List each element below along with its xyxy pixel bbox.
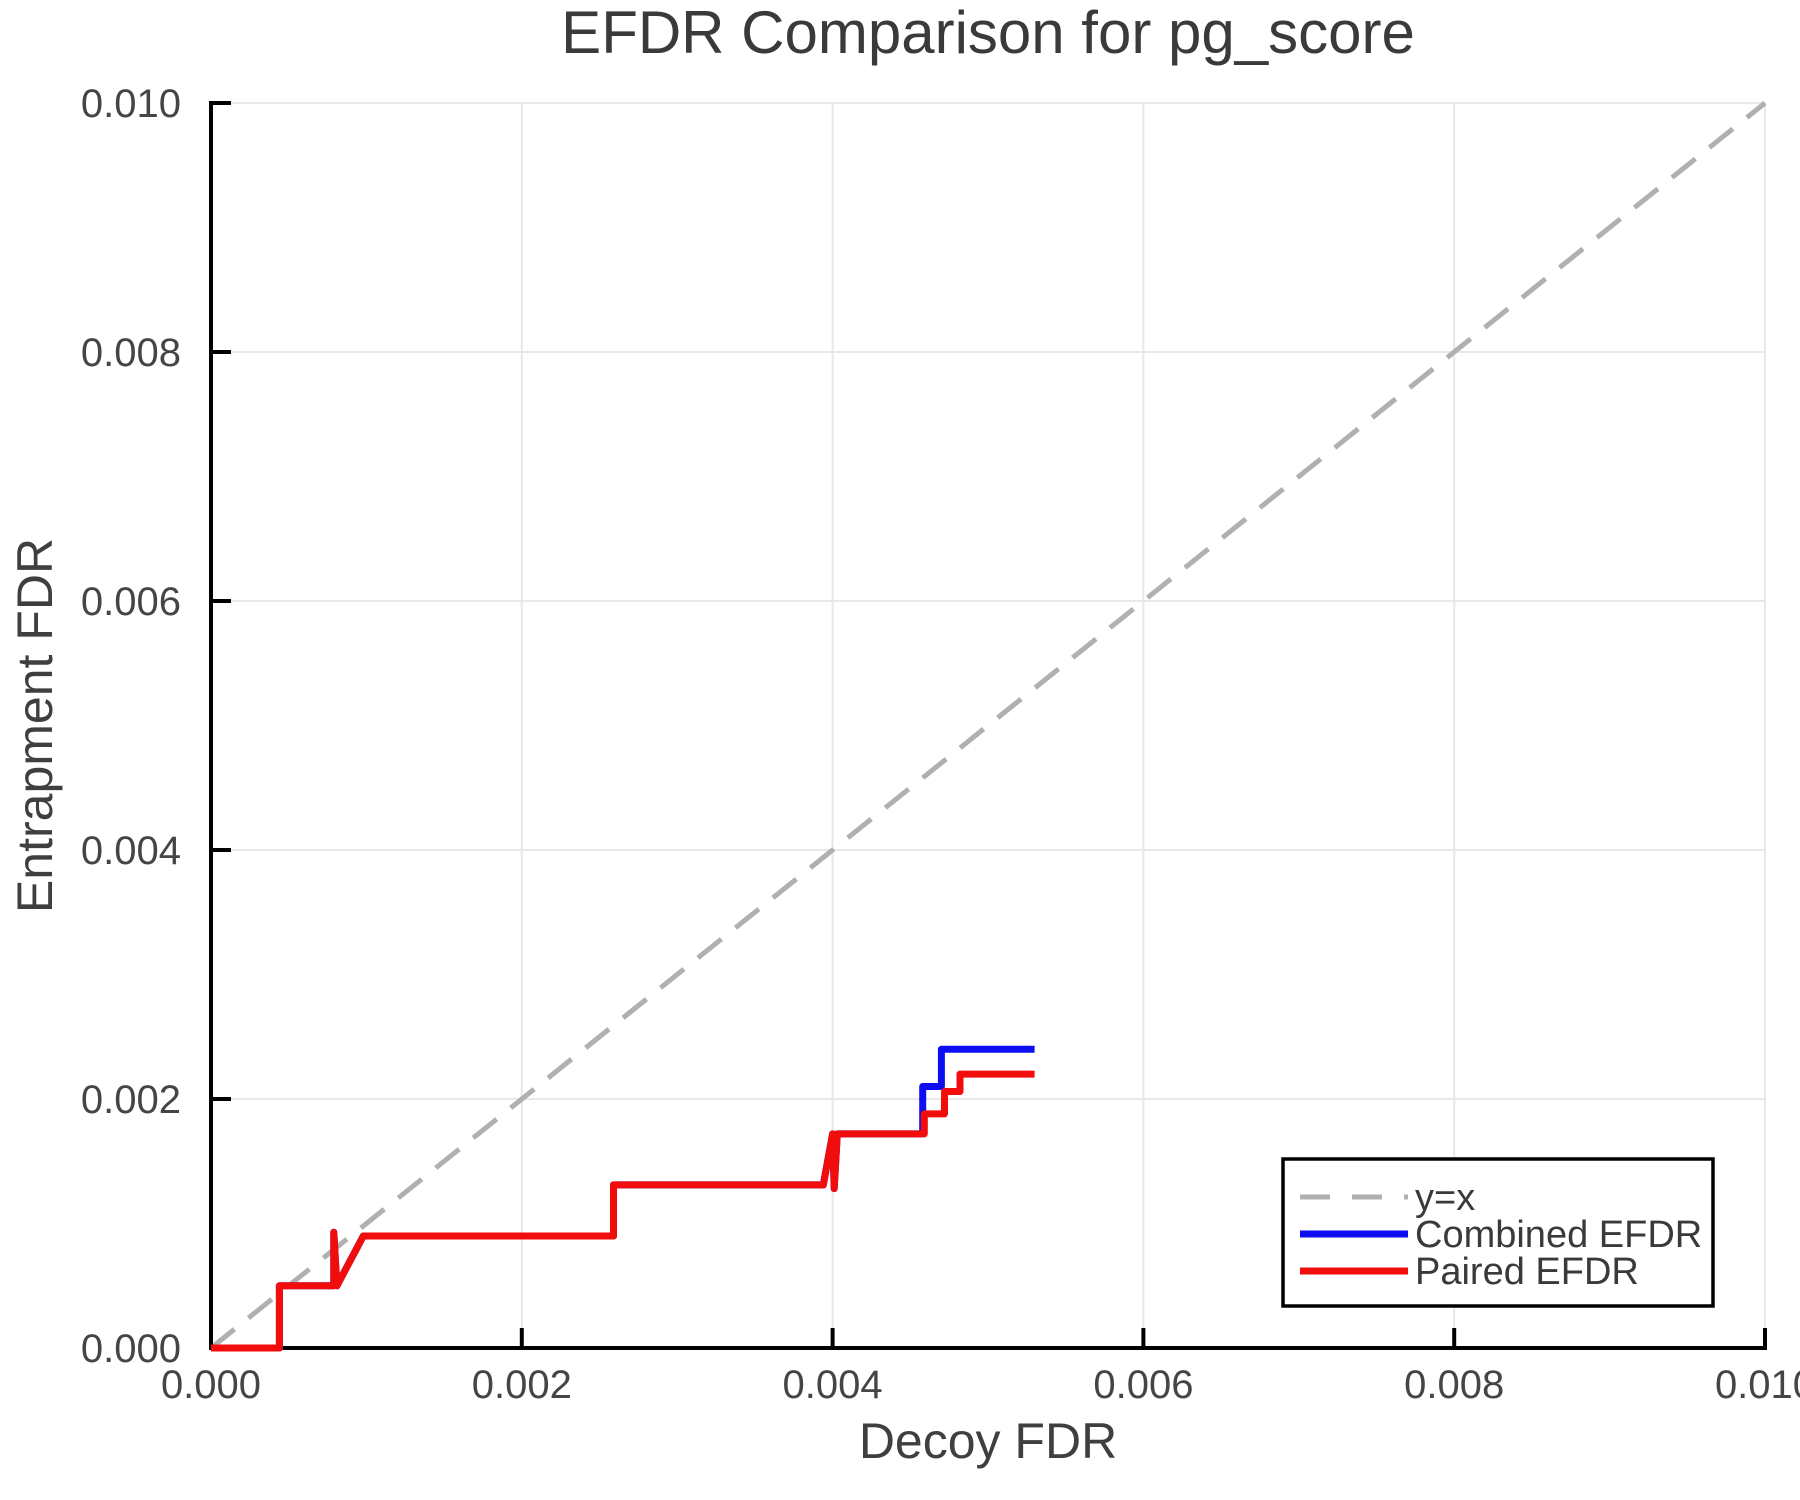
series-layer (211, 1045, 1035, 1352)
x-tick-label: 0.002 (472, 1363, 572, 1407)
y-tick-label: 0.002 (81, 1078, 181, 1122)
series-line-combined-efdr (211, 1045, 1035, 1352)
legend-label-paired-efdr: Paired EFDR (1415, 1251, 1639, 1293)
x-tick-label: 0.000 (161, 1363, 261, 1407)
series-line-paired-efdr (211, 1070, 1035, 1352)
reference-line-y-equals-x (209, 101, 1767, 1350)
x-axis-label: Decoy FDR (859, 1413, 1117, 1469)
reference-line-layer (209, 101, 1767, 1350)
y-tick-label: 0.008 (81, 331, 181, 375)
y-tick-label: 0.006 (81, 580, 181, 624)
x-tick-label: 0.004 (783, 1363, 883, 1407)
legend-label-combined-efdr: Combined EFDR (1415, 1214, 1702, 1256)
x-tick-label: 0.010 (1715, 1363, 1800, 1407)
axis-layer: 0.000 0.002 0.004 0.006 0.008 0.010 0.000 0.002… (81, 82, 1800, 1407)
y-tick-label: 0.010 (81, 82, 181, 126)
x-tick-label: 0.006 (1093, 1363, 1193, 1407)
chart-title: EFDR Comparison for pg_score (561, 0, 1415, 66)
legend-label-y-x: y=x (1415, 1177, 1475, 1219)
x-tick-label: 0.008 (1404, 1363, 1504, 1407)
y-tick-label: 0.000 (81, 1327, 181, 1371)
y-axis-label: Entrapment FDR (7, 538, 63, 913)
y-tick-label: 0.004 (81, 829, 181, 873)
